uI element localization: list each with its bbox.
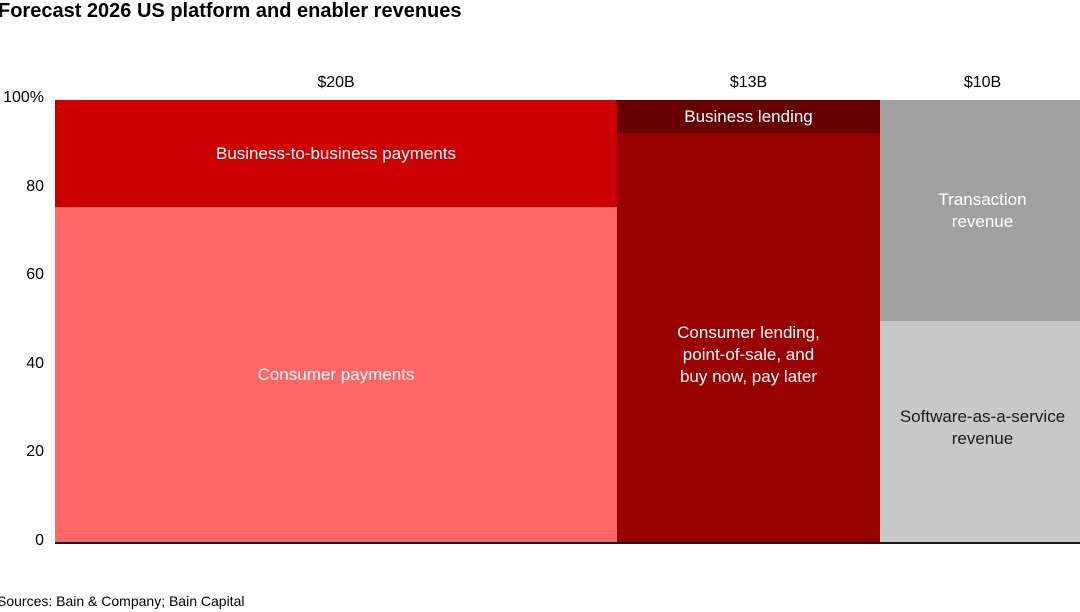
segment-label: Consumer payments: [257, 365, 415, 384]
segment-label-line: buy now, pay later: [679, 367, 817, 386]
segment-business-lending: Business lending: [617, 100, 880, 133]
segment-label-line: revenue: [951, 429, 1014, 448]
chart-title: Forecast 2026 US platform and enabler re…: [0, 0, 462, 22]
column-total-2: $13B: [729, 74, 768, 91]
plot-area: Consumer payments Business-to-business p…: [55, 100, 1080, 543]
y-tick-20: 20: [26, 443, 44, 460]
segment-consumer-lending: Consumer lending, point-of-sale, and buy…: [617, 133, 880, 543]
y-tick-100: 100%: [3, 89, 44, 106]
source-note: Sources: Bain & Company; Bain Capital: [0, 593, 245, 609]
segment-label-line: Consumer lending,: [677, 323, 820, 342]
segment-label-line: Software-as-a-service: [899, 407, 1066, 426]
segment-label-line: revenue: [951, 211, 1014, 231]
segment-transaction-revenue: Transaction revenue: [880, 100, 1080, 321]
y-tick-40: 40: [26, 355, 44, 372]
y-tick-60: 60: [26, 266, 44, 283]
y-tick-80: 80: [26, 178, 44, 195]
segment-b2b-payments: Business-to-business payments: [55, 100, 617, 207]
column-payments: Consumer payments Business-to-business p…: [55, 100, 617, 543]
x-axis-baseline: [55, 542, 1080, 544]
column-total-3: $10B: [963, 74, 1002, 91]
column-total-1: $20B: [317, 74, 355, 91]
segment-saas-revenue: Software-as-a-service revenue: [880, 321, 1080, 543]
column-software: Software-as-a-service revenue Transactio…: [880, 100, 1080, 543]
segment-label: Business-to-business payments: [215, 143, 456, 163]
segment-label-line: point-of-sale, and: [682, 345, 815, 364]
column-lending: Consumer lending, point-of-sale, and buy…: [617, 100, 880, 543]
segment-label-line: Transaction: [938, 189, 1027, 209]
y-tick-0: 0: [35, 532, 44, 549]
segment-consumer-payments: Consumer payments: [55, 207, 617, 543]
segment-label: Business lending: [684, 106, 813, 126]
